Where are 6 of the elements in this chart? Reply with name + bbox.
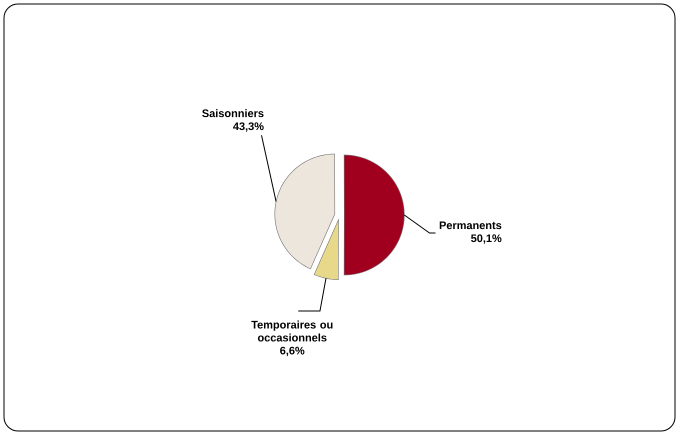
data-label: 43,3% — [233, 122, 264, 132]
slice-label: Permanents — [440, 222, 502, 230]
data-label: 50,1% — [471, 234, 502, 244]
slice-label: Saisonniers — [202, 109, 264, 118]
data-label: 6,6% — [280, 346, 304, 356]
slice-label: Temporaires ou occasionnels — [251, 320, 332, 342]
